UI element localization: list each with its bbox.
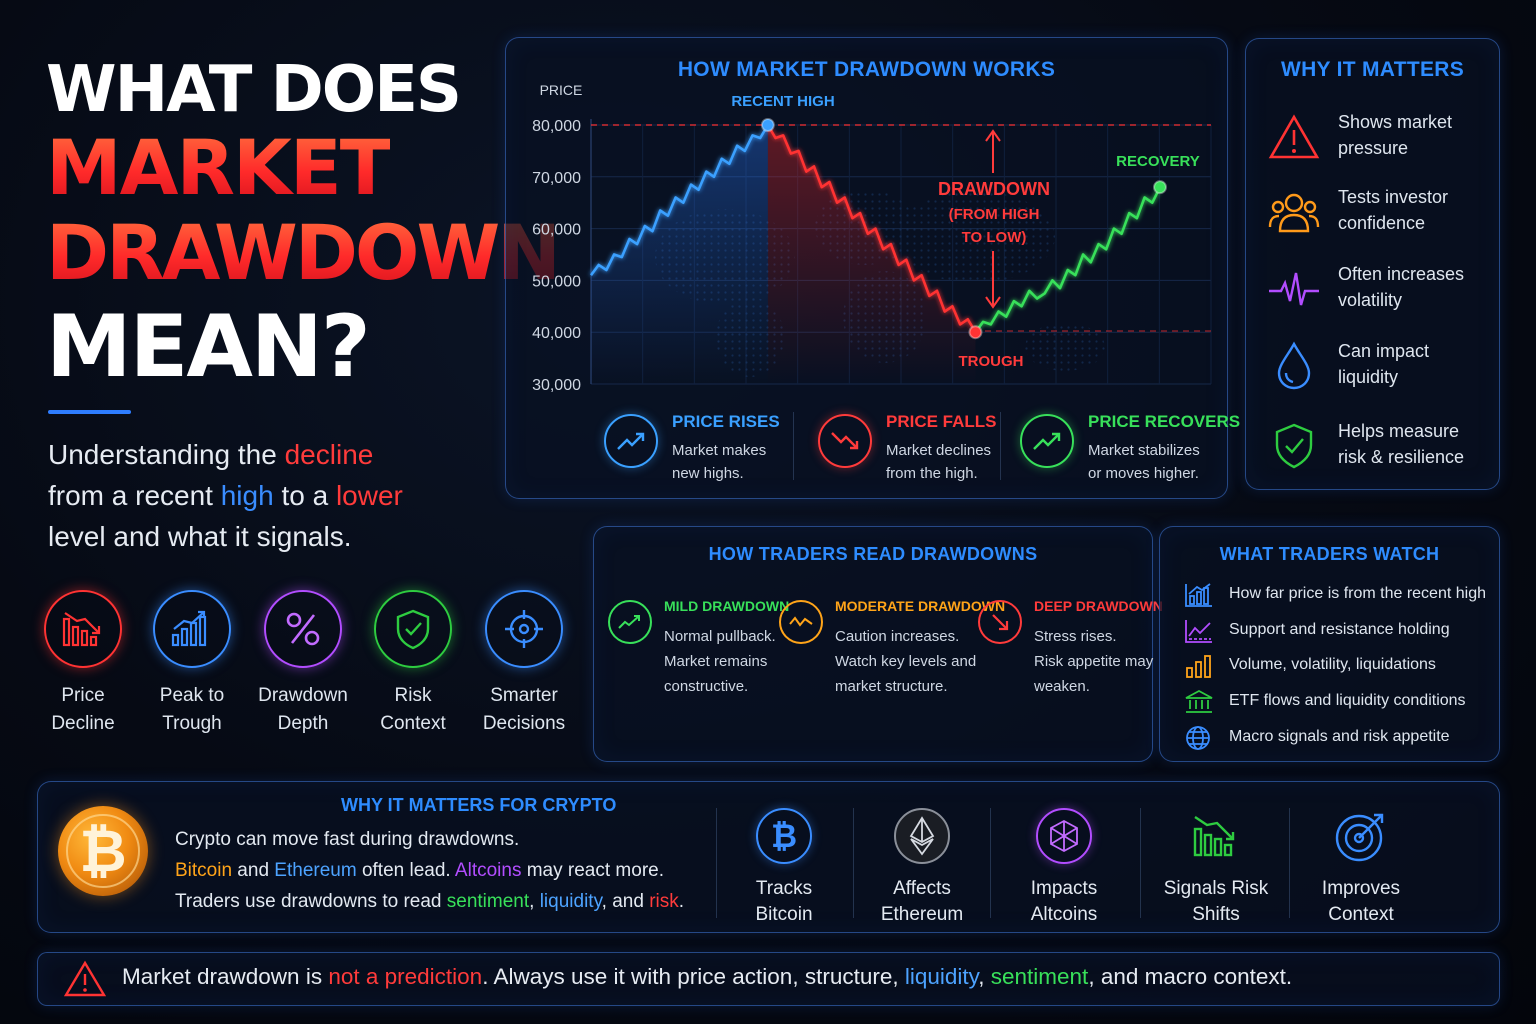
hero-title-line2: MARKET xyxy=(46,123,392,212)
concept-risk-context: Risk Context xyxy=(358,590,468,738)
concept-drawdown-depth: Drawdown Depth xyxy=(248,590,358,738)
annotation-to-low: TO LOW) xyxy=(962,229,1027,246)
bar-decline-icon xyxy=(44,590,122,668)
crypto-divider xyxy=(716,808,717,918)
watch-item-etf: ETF flows and liquidity conditions xyxy=(1184,689,1494,715)
watch-item-distance: How far price is from the recent high xyxy=(1184,582,1494,608)
why-matters-panel: WHY IT MATTERS Shows market pressure Test… xyxy=(1245,38,1500,490)
hero-divider xyxy=(48,410,131,414)
hero-subtitle: Understanding the decline from a recent … xyxy=(48,439,403,552)
trend-up-icon xyxy=(608,600,652,644)
annotation-drawdown: DRAWDOWN xyxy=(938,179,1050,199)
percent-icon xyxy=(264,590,342,668)
traders-read-panel: HOW TRADERS READ DRAWDOWNS xyxy=(593,526,1153,762)
chart-y-ticks: 80,000 70,000 60,000 50,000 40,000 30,000 xyxy=(532,118,581,394)
chart-lines xyxy=(589,124,1162,333)
drawdown-arrow xyxy=(985,129,1001,309)
recovery-marker xyxy=(1153,180,1167,195)
recent-high-marker xyxy=(760,118,775,132)
disclaimer-bar xyxy=(37,952,1500,1006)
disclaimer-text: Market drawdown is not a prediction. Alw… xyxy=(122,964,1293,989)
trend-down-icon xyxy=(818,414,872,468)
droplet-icon xyxy=(1266,338,1322,394)
series-area xyxy=(767,125,976,384)
annotation-trough: TROUGH xyxy=(959,353,1024,370)
crypto-title: WHY IT MATTERS FOR CRYPTO xyxy=(341,795,617,815)
pulse-icon xyxy=(1266,261,1322,317)
bitcoin-coin-icon: ₿ xyxy=(58,806,148,896)
legend-divider xyxy=(793,412,794,480)
chart-areas xyxy=(591,125,976,384)
series-line xyxy=(974,186,1162,333)
series-area xyxy=(591,125,768,384)
volume-bars-icon xyxy=(1184,653,1214,679)
series-line xyxy=(589,124,770,276)
bar-growth-icon xyxy=(153,590,231,668)
crypto-item-context: Improves Context xyxy=(1291,806,1431,928)
concept-price-decline: Price Decline xyxy=(28,590,138,738)
traders-watch-panel: WHAT TRADERS WATCH xyxy=(1159,526,1500,762)
chart-y-label: PRICE xyxy=(540,82,583,98)
crypto-item-bitcoin: ₿ Tracks Bitcoin xyxy=(714,806,854,928)
annotation-recovery: RECOVERY xyxy=(1116,153,1200,170)
watch-item-macro: Macro signals and risk appetite xyxy=(1184,725,1494,751)
concept-peak-to-trough: Peak to Trough xyxy=(137,590,247,738)
traders-read-title: HOW TRADERS READ DRAWDOWNS xyxy=(708,544,1038,564)
ethereum-icon xyxy=(892,806,952,866)
crypto-divider xyxy=(990,808,991,918)
wave-icon xyxy=(779,600,823,644)
traders-watch-title: WHAT TRADERS WATCH xyxy=(1219,544,1440,564)
y-tick-label: 30,000 xyxy=(532,377,581,394)
watch-item-volume: Volume, volatility, liquidations xyxy=(1184,653,1494,679)
series-line xyxy=(766,124,977,333)
annotation-from-high: (FROM HIGH xyxy=(949,206,1040,223)
target-arrow-icon xyxy=(1331,806,1391,866)
drawdown-chart: 80,000 70,000 60,000 50,000 40,000 30,000 PRI… xyxy=(532,82,1212,394)
y-tick-label: 80,000 xyxy=(532,118,581,135)
trend-up-icon xyxy=(604,414,658,468)
cube-network-icon xyxy=(1034,806,1094,866)
y-tick-label: 70,000 xyxy=(532,170,581,187)
concept-smarter-decisions: Smarter Decisions xyxy=(469,590,579,738)
y-tick-label: 40,000 xyxy=(532,325,581,342)
crypto-divider xyxy=(1289,808,1290,918)
crypto-item-altcoins: Impacts Altcoins xyxy=(994,806,1134,928)
trough-marker xyxy=(968,325,983,340)
watch-item-support: Support and resistance holding xyxy=(1184,618,1494,644)
hero-title-line1: WHAT DOES xyxy=(46,53,462,127)
chart-bars-icon xyxy=(1184,582,1214,608)
hero-title-line4: MEAN? xyxy=(46,297,371,397)
target-icon xyxy=(485,590,563,668)
crypto-description: Crypto can move fast during drawdowns. B… xyxy=(175,829,685,912)
legend-divider xyxy=(1000,412,1001,480)
trend-up-icon xyxy=(1020,414,1074,468)
bank-icon xyxy=(1184,689,1214,715)
why-matters-title: WHY IT MATTERS xyxy=(1280,58,1465,81)
shield-check-icon xyxy=(1266,418,1322,474)
y-tick-label: 60,000 xyxy=(532,222,581,239)
crypto-divider xyxy=(1140,808,1141,918)
people-icon xyxy=(1266,184,1322,240)
globe-icon xyxy=(1184,725,1214,751)
chart-panel-title: HOW MARKET DRAWDOWN WORKS xyxy=(677,58,1056,81)
chart-markers xyxy=(760,118,1167,340)
bitcoin-icon: ₿ xyxy=(754,806,814,866)
crypto-item-risk-shifts: Signals Risk Shifts xyxy=(1146,806,1286,928)
crypto-item-ethereum: Affects Ethereum xyxy=(852,806,992,928)
warning-triangle-icon xyxy=(1266,109,1322,165)
hero-title-line3: DRAWDOWN xyxy=(46,208,561,297)
line-chart-icon xyxy=(1184,618,1214,644)
bar-decline-icon xyxy=(1186,806,1246,866)
arrow-down-right-icon xyxy=(978,600,1022,644)
y-tick-label: 50,000 xyxy=(532,273,581,290)
annotation-recent-high: RECENT HIGH xyxy=(731,93,834,110)
shield-check-icon xyxy=(374,590,452,668)
crypto-divider xyxy=(853,808,854,918)
warning-triangle-icon xyxy=(63,960,107,1003)
